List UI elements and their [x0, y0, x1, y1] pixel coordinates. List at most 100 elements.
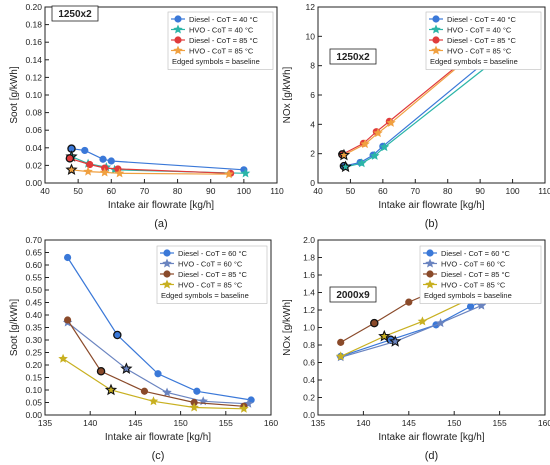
x-tick-label: 155	[219, 418, 233, 428]
legend-entry: HVO - CoT = 60 °C	[178, 259, 243, 268]
legend-entry: HVO - CoT = 40 °C	[189, 25, 254, 34]
y-axis-label: Soot [g/kWh]	[9, 66, 20, 123]
legend-entry: HVO - CoT = 85 °C	[447, 46, 512, 55]
y-tick-label: 0.70	[25, 235, 42, 245]
operating-point-frame	[51, 5, 99, 22]
y-tick-label: 0.05	[25, 398, 42, 408]
y-tick-label: 2	[310, 149, 315, 159]
x-tick-label: 160	[264, 418, 278, 428]
data-point	[64, 253, 72, 262]
y-tick-label: 0.35	[25, 323, 42, 333]
legend-marker	[426, 270, 434, 278]
data-point	[113, 330, 122, 340]
legend-entry: HVO - CoT = 40 °C	[447, 25, 512, 34]
data-point	[86, 160, 94, 169]
x-tick-label: 40	[313, 186, 323, 196]
legend-entry: Diesel - CoT = 85 °C	[447, 36, 517, 45]
legend-note: Edged symbols = baseline	[172, 57, 260, 66]
series-4	[58, 353, 249, 413]
y-axis-label: Soot [g/kWh]	[9, 299, 20, 356]
y-tick-label: 10	[306, 31, 316, 41]
y-axis-label: NOx [g/kWh]	[282, 66, 293, 123]
x-tick-label: 80	[173, 186, 183, 196]
legend-entry: HVO - CoT = 60 °C	[441, 259, 506, 268]
legend-marker	[425, 258, 435, 268]
data-point	[405, 298, 413, 306]
y-tick-label: 0.08	[25, 108, 42, 118]
legend-frame	[156, 245, 268, 304]
y-tick-label: 0.10	[25, 90, 42, 100]
x-tick-label: 145	[402, 418, 416, 428]
data-point	[224, 169, 234, 179]
legend-marker	[431, 24, 441, 34]
legend-frame	[167, 11, 274, 70]
y-tick-label: 0.0	[303, 410, 315, 420]
y-tick-label: 0.25	[25, 348, 42, 358]
legend-entry: Diesel - CoT = 85 °C	[441, 270, 511, 279]
y-tick-label: 0.2	[303, 393, 315, 403]
x-tick-label: 140	[83, 418, 97, 428]
x-tick-label: 60	[107, 186, 117, 196]
y-tick-label: 0.06	[25, 125, 42, 135]
data-point	[337, 148, 351, 161]
y-tick-label: 0.55	[25, 273, 42, 283]
data-point	[337, 338, 345, 346]
data-point	[114, 168, 125, 178]
legend-entry: Diesel - CoT = 60 °C	[441, 249, 511, 258]
x-tick-label: 135	[311, 418, 325, 428]
y-tick-label: 0.04	[25, 143, 42, 153]
legend-entry: Diesel - CoT = 40 °C	[189, 15, 259, 24]
data-point	[370, 318, 379, 328]
x-tick-label: 145	[128, 418, 142, 428]
x-tick-label: 100	[237, 186, 251, 196]
data-point	[96, 366, 106, 376]
x-tick-label: 90	[206, 186, 216, 196]
y-tick-label: 0.45	[25, 298, 42, 308]
legend-note: Edged symbols = baseline	[424, 291, 512, 300]
y-tick-label: 0.12	[25, 72, 42, 82]
operating-point-box: 1250x2	[51, 5, 99, 22]
y-tick-label: 6	[310, 90, 315, 100]
legend-entry: Diesel - CoT = 40 °C	[447, 15, 517, 24]
y-tick-label: 0.02	[25, 160, 42, 170]
legend-marker	[174, 36, 182, 44]
legend-marker	[173, 45, 183, 55]
y-tick-label: 1.2	[303, 305, 315, 315]
y-tick-label: 0.65	[25, 248, 42, 258]
legend-entry: Diesel - CoT = 85 °C	[178, 270, 248, 279]
data-point	[162, 387, 172, 397]
legend-marker	[432, 15, 440, 23]
data-point	[335, 351, 346, 361]
legend-marker	[431, 45, 441, 55]
legend-marker	[425, 279, 435, 289]
y-tick-label: 0.14	[25, 55, 42, 65]
x-axis-label: Intake air flowrate [kg/h]	[378, 200, 484, 211]
operating-point-label: 1250x2	[58, 9, 92, 20]
y-tick-label: 0.16	[25, 37, 42, 47]
legend-entry: Diesel - CoT = 60 °C	[178, 249, 248, 258]
y-tick-label: 0.40	[25, 310, 42, 320]
y-tick-label: 0.6	[303, 358, 315, 368]
x-tick-label: 140	[356, 418, 370, 428]
operating-point-label: 1250x2	[336, 52, 370, 63]
x-tick-label: 100	[505, 186, 519, 196]
y-tick-label: 0.18	[25, 20, 42, 30]
y-tick-label: 0.20	[25, 360, 42, 370]
operating-point-box: 1250x2	[329, 48, 377, 65]
y-tick-label: 1.6	[303, 270, 315, 280]
legend-marker	[432, 36, 440, 44]
y-tick-label: 2.0	[303, 235, 315, 245]
operating-point-label: 2000x9	[336, 290, 370, 301]
data-point	[104, 383, 118, 396]
x-tick-label: 150	[174, 418, 188, 428]
x-tick-label: 70	[140, 186, 150, 196]
data-point	[107, 157, 115, 165]
x-tick-label: 50	[346, 186, 356, 196]
y-tick-label: 0.10	[25, 385, 42, 395]
y-tick-label: 4	[310, 119, 315, 129]
data-point	[378, 329, 391, 342]
